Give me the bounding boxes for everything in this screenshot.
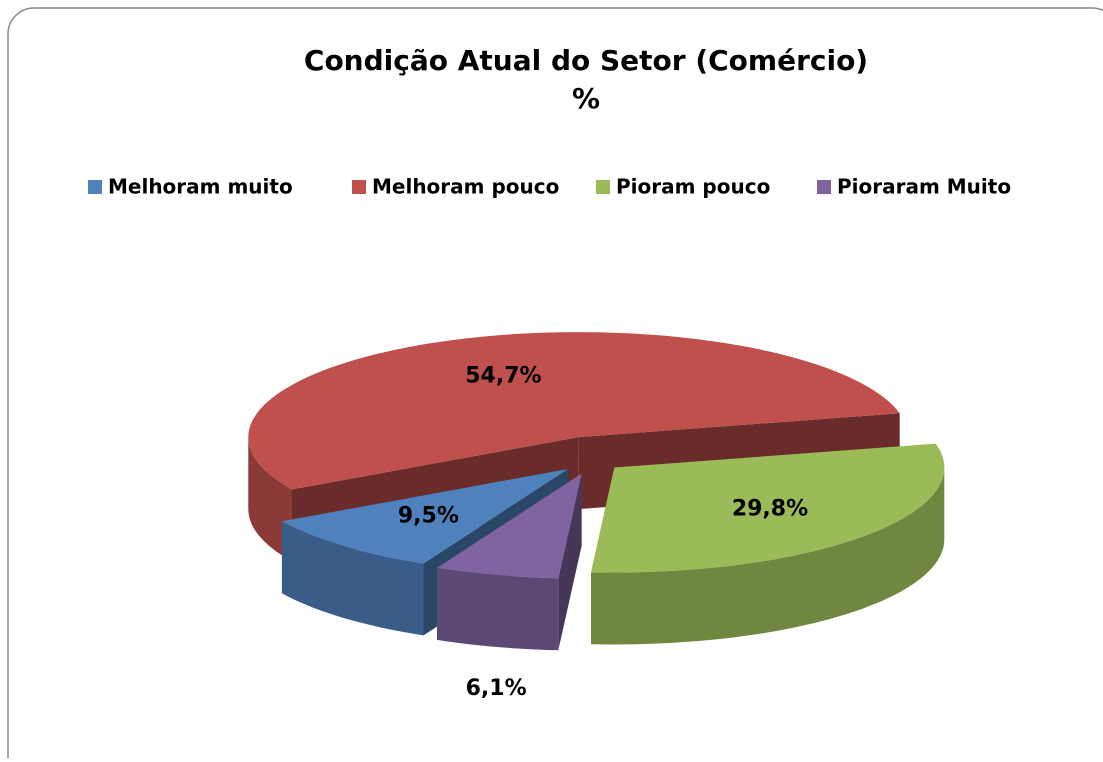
slice-wall [248,437,292,562]
data-label: 54,7% [465,364,541,389]
slice [248,332,900,490]
slice [437,473,582,579]
legend-label: Pioraram Muito [837,175,1011,199]
legend-swatch [817,180,831,194]
slice [281,469,569,564]
legend-swatch [88,180,102,194]
data-label: 29,8% [732,497,808,522]
slice-wall [437,567,559,651]
legend-label: Pioram pouco [616,175,770,199]
slice-wall [281,521,424,636]
slice-side [558,473,582,651]
data-label: 9,5% [398,504,459,529]
chart-title: Condição Atual do Setor (Comércio) [304,44,868,77]
slice [591,443,945,573]
legend-swatch [596,180,610,194]
data-label: 6,1% [466,676,527,701]
legend-label: Melhoram muito [108,175,293,199]
legend-swatch [352,180,366,194]
chart-subtitle: % [572,82,600,115]
slice-wall [591,467,945,645]
legend-label: Melhoram pouco [372,175,559,199]
